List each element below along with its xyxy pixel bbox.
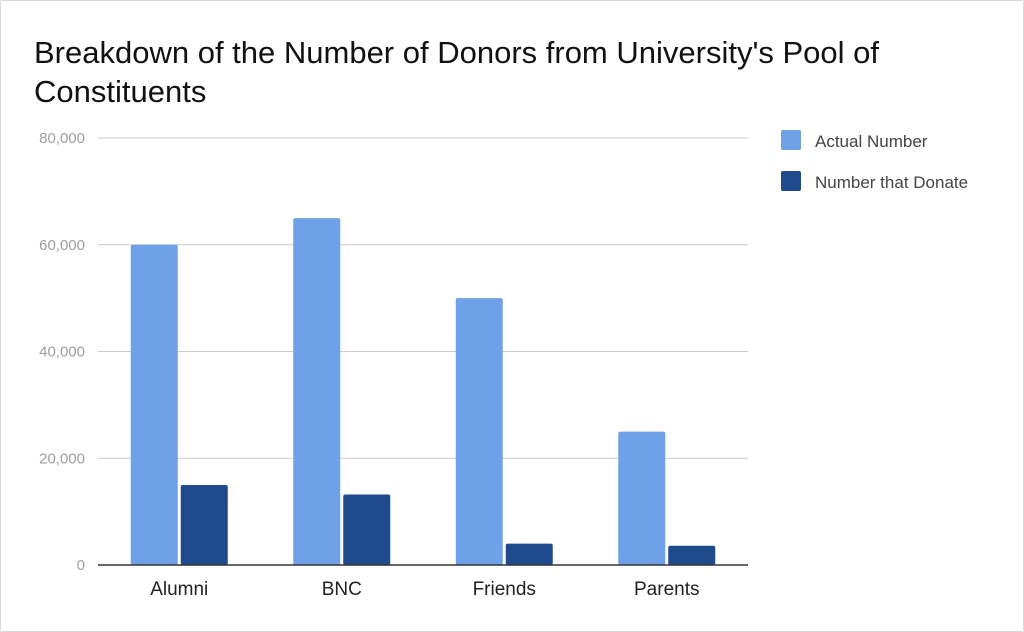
legend-swatch[interactable] [781, 171, 801, 191]
bars [130, 218, 716, 565]
bar-parents-actual [618, 431, 666, 565]
bar-parents-donate [668, 545, 716, 565]
bar-bnc-actual [293, 218, 341, 565]
y-tick-label: 40,000 [39, 344, 85, 361]
y-tick-label: 80,000 [39, 130, 85, 147]
bar-friends-actual [455, 298, 503, 565]
y-tick-label: 0 [77, 557, 85, 574]
legend-label[interactable]: Actual Number [815, 132, 928, 151]
legend[interactable]: Actual Number Number that Donate [781, 130, 968, 192]
x-tick-label: Friends [473, 579, 536, 600]
bar-bnc-donate [343, 494, 391, 565]
x-axis-ticks: Alumni BNC Friends Parents [150, 579, 699, 600]
y-tick-label: 20,000 [39, 450, 85, 467]
bar-alumni-donate [180, 484, 228, 565]
chart-title: Breakdown of the Number of Donors from U… [34, 35, 879, 109]
legend-label[interactable]: Number that Donate [815, 173, 968, 192]
legend-swatch[interactable] [781, 130, 801, 150]
bar-alumni-actual [130, 244, 178, 565]
bar-friends-donate [505, 543, 553, 565]
x-tick-label: BNC [322, 579, 362, 600]
gridlines [98, 137, 748, 459]
x-tick-label: Alumni [150, 579, 208, 600]
x-tick-label: Parents [634, 579, 699, 600]
y-tick-label: 60,000 [39, 237, 85, 254]
y-axis-ticks: 0 20,000 40,000 60,000 80,000 [39, 130, 85, 574]
